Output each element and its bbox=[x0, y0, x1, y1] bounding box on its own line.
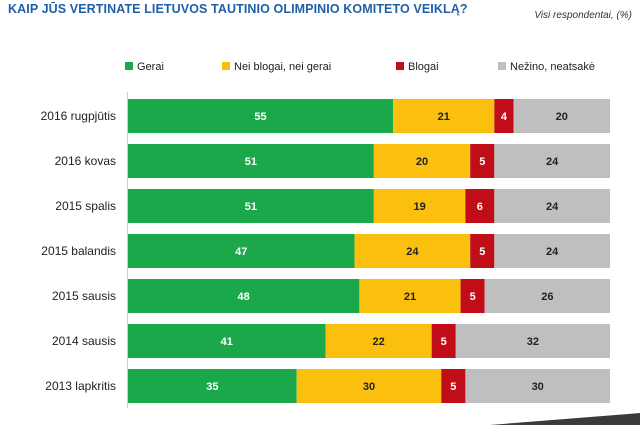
data-label: 32 bbox=[527, 336, 539, 348]
category-label: 2015 spalis bbox=[55, 199, 116, 213]
data-label: 24 bbox=[546, 156, 559, 168]
data-label: 26 bbox=[541, 291, 553, 303]
category-label: 2013 lapkritis bbox=[45, 379, 116, 393]
bar-segment-nezino-neatsake bbox=[494, 144, 610, 178]
legend-swatch bbox=[396, 62, 404, 70]
bar-row: 41 22 5 32 bbox=[128, 324, 610, 358]
data-label: 22 bbox=[373, 336, 385, 348]
data-label: 41 bbox=[221, 336, 233, 348]
legend-label: Nežino, neatsakė bbox=[510, 61, 595, 73]
legend-label: Gerai bbox=[137, 61, 164, 73]
bar-segment-gerai bbox=[128, 369, 297, 403]
data-label: 21 bbox=[438, 111, 450, 123]
legend-item-gerai: Gerai bbox=[125, 61, 164, 73]
legend-swatch bbox=[498, 62, 506, 70]
bar-segment-gerai bbox=[128, 144, 374, 178]
bar-segment-nezino-neatsake bbox=[484, 279, 610, 313]
data-label: 51 bbox=[245, 156, 257, 168]
data-label: 48 bbox=[238, 291, 250, 303]
bar-segment-nei-blogai-nei-gerai bbox=[354, 234, 471, 268]
data-label: 5 bbox=[470, 291, 476, 303]
data-label: 24 bbox=[406, 246, 419, 258]
data-label: 55 bbox=[254, 111, 266, 123]
legend-item-blogai: Blogai bbox=[396, 61, 439, 73]
category-labels: 2016 rugpjūtis 2016 kovas 2015 spalis 2015 … bbox=[41, 109, 116, 393]
legend: Gerai Nei blogai, nei gerai Blogai Nežino, … bbox=[125, 61, 595, 73]
data-label: 30 bbox=[532, 381, 544, 393]
bar-row: 48 21 5 26 bbox=[128, 279, 610, 313]
bar-segment-nei-blogai-nei-gerai bbox=[325, 324, 432, 358]
bar-segment-gerai bbox=[128, 324, 326, 358]
data-label: 5 bbox=[450, 381, 456, 393]
bar-row: 47 24 5 24 bbox=[128, 234, 610, 268]
category-label: 2014 sausis bbox=[52, 334, 116, 348]
category-label: 2016 rugpjūtis bbox=[41, 109, 116, 123]
bar-segment-nezino-neatsake bbox=[494, 189, 610, 223]
bar-segment-nezino-neatsake bbox=[455, 324, 610, 358]
legend-label: Blogai bbox=[408, 61, 439, 73]
bar-segment-blogai bbox=[465, 189, 495, 223]
bar-segment-blogai bbox=[470, 144, 495, 178]
data-label: 6 bbox=[477, 201, 483, 213]
data-label: 24 bbox=[546, 201, 559, 213]
bar-segment-gerai bbox=[128, 234, 355, 268]
bar-segment-blogai bbox=[470, 234, 495, 268]
bar-segment-gerai bbox=[128, 189, 374, 223]
bar-segment-nezino-neatsake bbox=[494, 234, 610, 268]
data-label: 47 bbox=[235, 246, 247, 258]
bar-segment-blogai bbox=[431, 324, 456, 358]
legend-item-nezino-neatsake: Nežino, neatsakė bbox=[498, 61, 595, 73]
bar-segment-nei-blogai-nei-gerai bbox=[359, 279, 461, 313]
bar-segment-nezino-neatsake bbox=[513, 99, 610, 133]
legend-item-nei-blogai-nei-gerai: Nei blogai, nei gerai bbox=[222, 61, 331, 73]
data-label: 51 bbox=[245, 201, 257, 213]
bar-segment-gerai bbox=[128, 279, 360, 313]
data-label: 35 bbox=[206, 381, 218, 393]
data-label: 4 bbox=[501, 111, 508, 123]
bar-row: 55 21 4 20 bbox=[128, 99, 610, 133]
bar-row: 51 19 6 24 bbox=[128, 189, 610, 223]
data-label: 5 bbox=[441, 336, 447, 348]
bar-segment-blogai bbox=[494, 99, 514, 133]
data-label: 5 bbox=[479, 246, 485, 258]
data-label: 20 bbox=[416, 156, 428, 168]
data-label: 30 bbox=[363, 381, 375, 393]
bar-segment-nezino-neatsake bbox=[465, 369, 610, 403]
bar-row: 51 20 5 24 bbox=[128, 144, 610, 178]
data-label: 21 bbox=[404, 291, 416, 303]
bar-segment-nei-blogai-nei-gerai bbox=[373, 189, 466, 223]
legend-swatch bbox=[222, 62, 230, 70]
chart-title: KAIP JŪS VERTINATE LIETUVOS TAUTINIO OLI… bbox=[8, 2, 468, 16]
legend-label: Nei blogai, nei gerai bbox=[234, 61, 331, 73]
category-label: 2015 balandis bbox=[41, 244, 116, 258]
bar-segment-gerai bbox=[128, 99, 394, 133]
bar-segment-nei-blogai-nei-gerai bbox=[373, 144, 471, 178]
legend-swatch bbox=[125, 62, 133, 70]
bar-segment-blogai bbox=[460, 279, 485, 313]
data-label: 19 bbox=[413, 201, 425, 213]
category-label: 2016 kovas bbox=[55, 154, 116, 168]
data-label: 24 bbox=[546, 246, 559, 258]
chart-subtitle: Visi respondentai, (%) bbox=[534, 10, 632, 21]
bar-segment-blogai bbox=[441, 369, 466, 403]
bar-segment-nei-blogai-nei-gerai bbox=[393, 99, 495, 133]
category-label: 2015 sausis bbox=[52, 289, 116, 303]
corner-decoration bbox=[490, 413, 640, 425]
data-label: 20 bbox=[556, 111, 568, 123]
bar-segment-nei-blogai-nei-gerai bbox=[296, 369, 442, 403]
data-label: 5 bbox=[479, 156, 485, 168]
bar-row: 35 30 5 30 bbox=[128, 369, 610, 403]
